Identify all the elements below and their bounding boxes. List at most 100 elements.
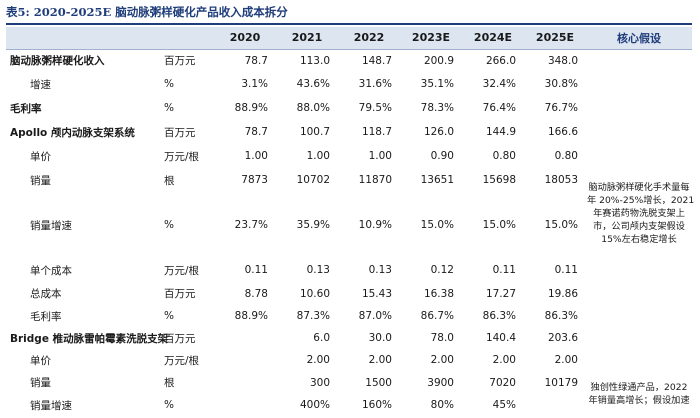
table-row: 销量增速 % 23.7% 35.9% 10.9% 15.0% 15.0% 15.…	[6, 192, 692, 258]
table-row: 毛利率 % 88.9% 88.0% 79.5% 78.3% 76.4% 76.7…	[6, 96, 692, 120]
revenue-cost-table: 2020 2021 2022 2023E 2024E 2025E 核心假设 脑动…	[6, 27, 694, 416]
header-assumption: 核心假设	[586, 27, 692, 50]
header-unit	[162, 27, 214, 50]
table-row: 总成本 百万元 8.78 10.60 15.43 16.38 17.27 19.…	[6, 282, 692, 305]
cell-2024e: 17.27	[485, 287, 516, 300]
cell-2021: 2.00	[306, 354, 330, 366]
cell-2025e: 19.86	[547, 287, 578, 300]
note-apollo: 脑动脉粥样硬化手术量每 年 20%-25%增长，2021 年赛诺药物洗脱支架上 …	[586, 168, 695, 258]
cell-2020: 88.9%	[234, 310, 268, 322]
note-cell	[586, 282, 692, 305]
row-unit: %	[164, 219, 174, 231]
cell-2022: 15.43	[361, 287, 392, 300]
cell-2022: 0.13	[368, 264, 392, 276]
cell-2024e: 7020	[489, 376, 516, 389]
table-row: 单价 万元/根 2.00 2.00 2.00 2.00 2.00	[6, 349, 692, 371]
cell-2023e: 16.38	[423, 287, 454, 300]
row-unit: 万元/根	[164, 150, 200, 163]
cell-2024e: 45%	[492, 399, 516, 411]
cell-2020: 88.9%	[234, 102, 268, 114]
row-label: 单价	[30, 150, 51, 163]
cell-2025e: 18053	[544, 174, 578, 186]
cell-2023e: 78.3%	[420, 102, 454, 114]
cell-2024e: 32.4%	[482, 78, 516, 90]
cell-2023e: 0.90	[430, 150, 454, 162]
note-cell	[586, 258, 692, 282]
header-year: 2022	[338, 27, 400, 50]
note-cell	[586, 72, 692, 96]
table-row: Bridge 椎动脉雷帕霉素洗脱支架 百万元 6.0 30.0 78.0 140…	[6, 327, 692, 349]
row-label: 增速	[30, 78, 51, 91]
cell-2021: 100.7	[299, 126, 330, 138]
row-label: 销量	[30, 174, 51, 187]
cell-2021: 400%	[299, 399, 330, 411]
cell-2022: 10.9%	[358, 219, 392, 231]
cell-2025e: 10179	[544, 376, 578, 389]
cell-2022: 79.5%	[358, 102, 392, 114]
note-line: 年赛诺药物洗脱支架上	[593, 207, 685, 219]
table-row: Apollo 颅内动脉支架系统 百万元 78.7 100.7 118.7 126…	[6, 120, 692, 144]
header-year: 2020	[214, 27, 276, 50]
cell-2024e: 2.00	[492, 354, 516, 366]
row-label: 总成本	[30, 288, 62, 300]
cell-2021: 88.0%	[296, 102, 330, 114]
cell-2025e	[524, 394, 586, 416]
cell-2025e: 166.6	[547, 126, 578, 138]
note-cell	[586, 96, 692, 120]
cell-2022: 1500	[365, 376, 392, 389]
note-cell	[586, 349, 692, 371]
note-cell	[586, 327, 692, 349]
cell-2020	[214, 327, 276, 349]
cell-2023e: 3900	[427, 376, 454, 389]
row-label: 销量增速	[30, 399, 72, 412]
cell-2020	[214, 349, 276, 371]
cell-2025e: 348.0	[547, 54, 578, 67]
cell-2022: 30.0	[368, 332, 392, 344]
row-unit: 百万元	[164, 332, 196, 345]
row-unit: 根	[164, 174, 175, 187]
cell-2020: 8.78	[244, 287, 268, 300]
note-line: 市，公司颅内支架假设	[593, 220, 685, 232]
cell-2021: 87.3%	[296, 310, 330, 322]
row-label: 销量	[30, 377, 51, 389]
cell-2024e: 76.4%	[482, 102, 516, 114]
cell-2022: 148.7	[361, 54, 392, 67]
cell-2022: 31.6%	[358, 78, 392, 90]
cell-2020: 78.7	[244, 126, 268, 138]
note-line: 脑动脉粥样硬化手术量每	[588, 181, 690, 193]
cell-2022: 1.00	[368, 150, 392, 162]
cell-2024e: 0.80	[492, 150, 516, 162]
table-row: 销量 根 7873 10702 11870 13651 15698 18053 …	[6, 168, 694, 245]
note-bridge: 独创性绿通产品，2022 年销量高增长；假设加速	[586, 371, 692, 416]
cell-2022: 87.0%	[358, 310, 392, 322]
table-row: 毛利率 % 88.9% 87.3% 87.0% 86.7% 86.3% 86.3…	[6, 305, 692, 327]
row-unit: 根	[164, 377, 175, 389]
table-row: 单价 万元/根 1.00 1.00 1.00 0.90 0.80 0.80	[6, 144, 692, 168]
header-year: 2024E	[462, 27, 524, 50]
cell-2021: 10.60	[299, 287, 330, 300]
cell-2021: 6.0	[313, 332, 330, 344]
cell-2024e: 266.0	[485, 54, 516, 67]
cell-2020	[214, 394, 276, 416]
row-unit: 万元/根	[164, 354, 200, 367]
cell-2023e: 200.9	[423, 54, 454, 67]
header-year: 2021	[276, 27, 338, 50]
cell-2025e: 0.80	[554, 150, 578, 162]
cell-2024e: 15698	[482, 174, 516, 186]
note-cell	[586, 144, 692, 168]
cell-2025e: 15.0%	[544, 219, 578, 231]
cell-2020: 23.7%	[234, 219, 268, 231]
cell-2025e: 203.6	[547, 332, 578, 344]
cell-2023e: 126.0	[423, 126, 454, 138]
cell-2024e: 144.9	[485, 126, 516, 138]
table-row: 单个成本 万元/根 0.11 0.13 0.13 0.12 0.11 0.11	[6, 258, 692, 282]
row-unit: %	[164, 102, 174, 114]
row-label: Apollo 颅内动脉支架系统	[10, 126, 135, 139]
header-item	[6, 27, 162, 50]
row-label: 脑动脉粥样硬化收入	[10, 55, 105, 68]
cell-2025e: 76.7%	[544, 102, 578, 114]
note-line: 年 20%-25%增长，2021	[587, 194, 695, 206]
cell-2021: 35.9%	[296, 219, 330, 231]
cell-2023e: 13651	[420, 174, 454, 186]
cell-2023e: 86.7%	[420, 310, 454, 322]
